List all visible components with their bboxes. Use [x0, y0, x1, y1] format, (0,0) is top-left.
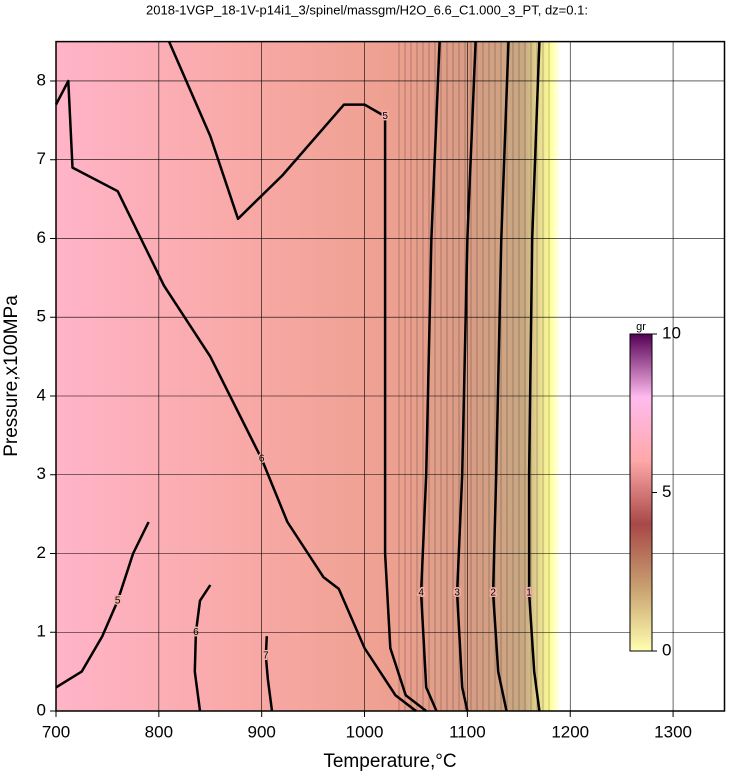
contour-line	[55, 521, 150, 689]
x-tick-label: 700	[42, 722, 70, 741]
y-tick-label: 3	[37, 464, 46, 483]
x-tick-label: 1100	[449, 722, 486, 741]
contour-label: 7	[263, 651, 269, 662]
colorbar	[629, 333, 653, 652]
contour-label: 5	[382, 111, 388, 122]
contour-label: 5	[115, 595, 121, 606]
contour-label: 4	[418, 588, 424, 599]
y-axis-label: Pressure,x100MPa	[1, 295, 22, 457]
colorbar-label: gr	[636, 321, 646, 333]
colorbar-tick-label: 10	[662, 323, 681, 342]
y-tick-label: 8	[37, 70, 46, 89]
plot-frame	[55, 40, 726, 712]
y-tick-label: 2	[37, 543, 46, 562]
contour-label: 3	[454, 588, 460, 599]
chart-title: 2018-1VGP_18-1V-p14i1_3/spinel/massgm/H2…	[146, 2, 588, 17]
contour-line	[455, 41, 477, 712]
x-axis-label: Temperature,°C	[323, 751, 456, 772]
field-background	[56, 41, 725, 712]
contour-line	[419, 41, 441, 712]
x-tick-label: 800	[145, 722, 173, 741]
contour-label: 2	[490, 588, 496, 599]
contour-line	[264, 636, 274, 712]
x-tick-label: 900	[248, 722, 276, 741]
y-tick-label: 6	[37, 228, 46, 247]
y-tick-label: 5	[37, 307, 46, 326]
contour-line	[167, 41, 427, 712]
colorbar-tick-label: 5	[662, 482, 671, 501]
x-tick-label: 1200	[551, 722, 589, 741]
contour-label: 1	[526, 588, 532, 599]
x-tick-label: 1000	[346, 722, 384, 741]
contour-line	[527, 41, 541, 712]
y-tick-label: 4	[37, 385, 46, 404]
x-tick-label: 1300	[654, 722, 692, 741]
y-tick-label: 7	[37, 149, 46, 168]
y-tick-label: 0	[37, 700, 46, 719]
y-tick-label: 1	[37, 622, 46, 641]
contour-line	[491, 41, 510, 712]
colorbar-tick-label: 0	[662, 640, 671, 659]
